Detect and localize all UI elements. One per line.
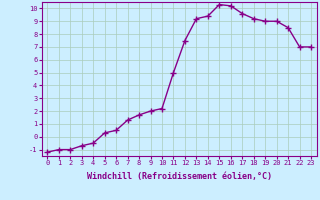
- X-axis label: Windchill (Refroidissement éolien,°C): Windchill (Refroidissement éolien,°C): [87, 172, 272, 181]
